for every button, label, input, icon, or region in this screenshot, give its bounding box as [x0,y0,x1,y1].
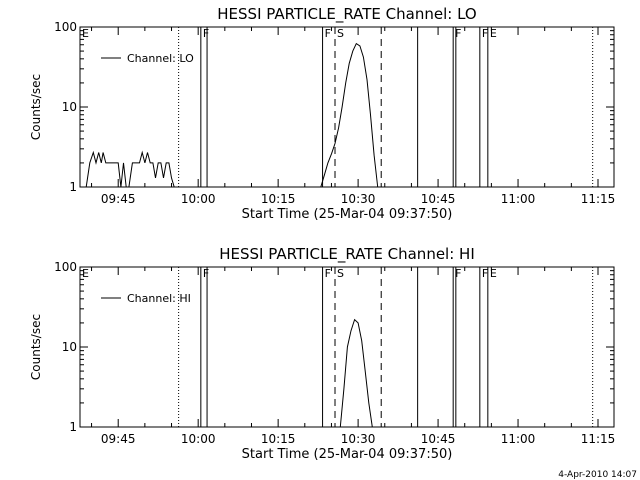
y-axis-label: Counts/sec [29,74,43,140]
x-tick-label: 10:15 [261,192,296,206]
marker-label: S [337,267,344,280]
x-tick-label: 11:00 [501,192,536,206]
x-tick-label: 11:00 [501,432,536,446]
x-tick-label: 09:45 [101,192,136,206]
x-tick-label: 10:45 [421,432,456,446]
x-axis-label: Start Time (25-Mar-04 09:37:50) [242,447,453,462]
x-tick-label: 10:45 [421,192,456,206]
y-tick-label: 1 [69,180,77,194]
x-tick-label: 10:30 [341,192,376,206]
marker-label: E [490,267,497,280]
y-tick-label: 10 [62,340,77,354]
x-tick-label: 11:15 [581,432,616,446]
x-tick-label: 10:30 [341,432,376,446]
y-tick-label: 10 [62,100,77,114]
hi-channel-panel: HESSI PARTICLE_RATE Channel: HIE F F S F F E09… [29,245,615,462]
series-line [85,42,379,188]
marker-label: E [490,27,497,40]
legend-label: Channel: HI [127,292,191,305]
x-tick-label: 10:00 [181,432,216,446]
legend-label: Channel: LO [127,52,194,65]
chart-title: HESSI PARTICLE_RATE Channel: LO [217,5,476,24]
x-axis-label: Start Time (25-Mar-04 09:37:50) [242,207,453,222]
marker-label: F [325,267,331,280]
marker-label: F [325,27,331,40]
marker-label: F [482,267,488,280]
marker-label: F [203,267,209,280]
y-tick-label: 1 [69,420,77,434]
x-tick-label: 09:45 [101,432,136,446]
marker-label: F [455,27,461,40]
x-tick-label: 10:15 [261,432,296,446]
plot-timestamp: 4-Apr-2010 14:07 [558,470,637,480]
y-axis-label: Counts/sec [29,314,43,380]
chart-title: HESSI PARTICLE_RATE Channel: HI [219,245,475,264]
series-line [339,318,373,428]
marker-label: S [337,27,344,40]
marker-label: E [82,27,89,40]
x-tick-label: 10:00 [181,192,216,206]
y-tick-label: 100 [54,260,77,274]
marker-label: F [482,27,488,40]
lo-channel-panel: HESSI PARTICLE_RATE Channel: LOE F F S F F E09… [29,5,615,222]
marker-label: F [203,27,209,40]
x-tick-label: 11:15 [581,192,616,206]
marker-label: F [455,267,461,280]
marker-label: E [82,267,89,280]
y-tick-label: 100 [54,20,77,34]
